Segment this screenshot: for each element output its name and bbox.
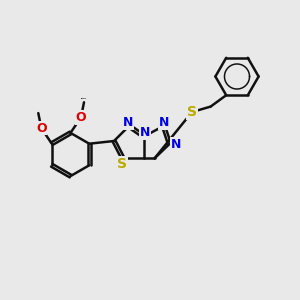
Text: N: N	[140, 126, 150, 140]
Text: O: O	[76, 111, 86, 124]
Text: O: O	[36, 122, 46, 135]
Text: methyl1: methyl1	[81, 98, 87, 99]
Text: N: N	[123, 116, 134, 129]
Text: S: S	[187, 105, 197, 119]
Text: S: S	[117, 157, 128, 171]
Text: N: N	[159, 116, 169, 129]
Text: N: N	[171, 137, 181, 151]
